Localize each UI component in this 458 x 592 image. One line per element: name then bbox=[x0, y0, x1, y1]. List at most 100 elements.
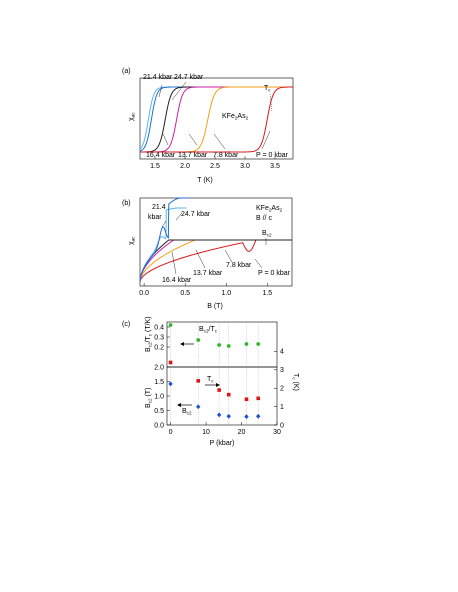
panel-b-curves bbox=[139, 197, 292, 283]
label-a-24-7-kbar: 24.7 kbar bbox=[174, 74, 204, 81]
arrow-left-ratio bbox=[180, 342, 194, 346]
marker-ratio bbox=[226, 344, 231, 348]
panel-a-xtick-label: 2.5 bbox=[210, 163, 220, 170]
chi-curve-a-21-4-kbar bbox=[139, 86, 293, 150]
label-b-kbar: kbar bbox=[148, 214, 162, 221]
panel-c-xtick-label: 20 bbox=[238, 429, 246, 436]
panel-c-tc-ytick-label: 4 bbox=[280, 349, 284, 356]
marker-ratio bbox=[196, 338, 201, 342]
panel-b: (b) χac 0.0 0.5 1.0 1.5 B (T) 21.4 kbar 24.… bbox=[122, 197, 293, 310]
panel-b-xtick-label: 1.0 bbox=[221, 290, 231, 297]
chi-curve-a-16-4-kbar bbox=[139, 86, 293, 153]
label-b-16-4-kbar: 16.4 kbar bbox=[162, 277, 192, 284]
label-b-24-7-kbar: 24.7 kbar bbox=[181, 211, 211, 218]
chi-curve-a-7-8-kbar bbox=[140, 86, 293, 153]
chi-curve-b-16-4-kbar bbox=[139, 239, 292, 283]
marker-tc bbox=[244, 397, 249, 402]
label-b-13-7-kbar: 13.7 kbar bbox=[193, 270, 223, 277]
label-a-tc: Tc bbox=[264, 85, 271, 93]
chi-curve-a-13-7-kbar bbox=[140, 86, 293, 153]
panel-c-ratio-ytick-label: 0.3 bbox=[154, 334, 164, 341]
panel-c-tc-ytick-label: 2 bbox=[280, 386, 284, 393]
panel-a-ylabel: χac bbox=[128, 112, 136, 121]
panel-c-xtick-label: 10 bbox=[202, 429, 210, 436]
panel-c-bc2-ytick-label: 1.5 bbox=[154, 379, 164, 386]
label-b-21-4: 21.4 bbox=[152, 204, 166, 211]
panel-c-bc2-ylabel: Bc2 (T) bbox=[145, 388, 153, 408]
panel-c-xtick-label: 30 bbox=[273, 429, 281, 436]
marker-ratio bbox=[217, 343, 222, 347]
panel-c-bc2-ytick-label: 2.0 bbox=[154, 364, 164, 371]
label-a-13-7-kbar: 13.7 kbar bbox=[178, 152, 208, 159]
panel-c-bottom-frame bbox=[166, 366, 278, 426]
marker-bc2 bbox=[255, 413, 261, 419]
panel-a-xtick-label: 3.5 bbox=[270, 163, 280, 170]
panel-a-leader-lines bbox=[158, 81, 271, 150]
label-b-field-dir: B // c bbox=[256, 215, 272, 222]
panel-a-xtick-label: 2.0 bbox=[180, 163, 190, 170]
label-b-7-8-kbar: 7.8 kbar bbox=[226, 262, 252, 269]
marker-tc bbox=[256, 396, 260, 401]
panel-a-xticks: 1.5 2.0 2.5 3.0 3.5 bbox=[150, 156, 280, 170]
label-a-material: KFe2As2 bbox=[222, 113, 249, 121]
panel-b-xtick-label: 1.5 bbox=[262, 290, 272, 297]
panel-c-tc-ytick-label: 0 bbox=[280, 422, 284, 429]
marker-bc2 bbox=[226, 413, 231, 419]
panel-a-tag: (a) bbox=[122, 68, 131, 75]
panel-c-bc2-ytick-label: 0.0 bbox=[154, 422, 164, 429]
label-a-16-4-kbar: 16.4 kbar bbox=[146, 152, 176, 159]
label-b-bc2: Bc2 bbox=[262, 230, 272, 238]
panel-a: (a) χac 1.5 2.0 2.5 3.0 3.5 T (K) 21.4 kbar … bbox=[122, 68, 294, 184]
marker-bc2 bbox=[216, 412, 222, 418]
label-a-7-8-kbar: 7.8 kbar bbox=[213, 152, 239, 159]
panel-b-tag: (b) bbox=[122, 200, 131, 207]
marker-tc bbox=[226, 392, 231, 397]
arrow-left-bc2 bbox=[177, 403, 192, 407]
panel-c-tc-ylabel: Tc (K) bbox=[292, 373, 300, 391]
panel-c-tc-ytick-label: 1 bbox=[280, 404, 284, 411]
chi-curve-a-p-0-kbar bbox=[140, 86, 293, 153]
panel-c-ticks: 0 10 20 30 0.2 0.3 0.4 0.0 0.5 1.0 1.5 2.0 0 1 2 3 4 bbox=[154, 324, 284, 436]
panel-a-xtick-label: 1.5 bbox=[150, 163, 160, 170]
marker-ratio bbox=[256, 342, 261, 346]
panel-c-bc2-ytick-label: 1.0 bbox=[154, 393, 164, 400]
marker-tc bbox=[217, 388, 221, 392]
marker-tc bbox=[196, 379, 201, 383]
marker-bc2 bbox=[244, 414, 249, 419]
panel-b-xticks: 0.0 0.5 1.0 1.5 bbox=[139, 283, 272, 297]
panel-b-xtick-label: 0.0 bbox=[139, 290, 149, 297]
panel-c-ratio-ytick-label: 0.2 bbox=[154, 344, 164, 351]
panel-a-xlabel: T (K) bbox=[197, 177, 212, 184]
panel-a-xtick-label: 3.0 bbox=[240, 163, 250, 170]
label-c-tc: Tc bbox=[207, 376, 214, 384]
label-b-p0-kbar: P = 0 kbar bbox=[258, 270, 291, 277]
panel-c-xlabel: P (kbar) bbox=[210, 440, 235, 447]
label-c-bc2: Bc2 bbox=[182, 408, 192, 416]
chi-curve-b-24-7-kbar bbox=[139, 197, 189, 283]
marker-bc2 bbox=[168, 381, 173, 387]
panel-c-tag: (c) bbox=[122, 321, 130, 328]
panel-c-ratio-ylabel: Bc2/Tc (T/K) bbox=[145, 316, 153, 352]
marker-tc bbox=[168, 360, 173, 365]
panel-c-bc2-ytick-label: 0.5 bbox=[154, 408, 164, 415]
panel-b-ylabel: χac bbox=[128, 236, 136, 245]
marker-bc2 bbox=[196, 404, 201, 410]
panel-b-leader-lines bbox=[161, 212, 267, 275]
panel-a-curves bbox=[139, 86, 293, 153]
panel-c-markers bbox=[168, 323, 261, 419]
marker-ratio bbox=[168, 323, 173, 327]
panel-b-xtick-label: 0.5 bbox=[180, 290, 190, 297]
label-a-21-4-kbar: 21.4 kbar bbox=[143, 74, 173, 81]
label-c-ratio: Bc2/Tc bbox=[199, 326, 218, 334]
panel-c-xtick-label: 0 bbox=[169, 429, 173, 436]
panel-a-frame bbox=[139, 77, 294, 160]
marker-ratio bbox=[244, 342, 249, 346]
chi-curve-b-21-4-kbar bbox=[139, 207, 187, 283]
label-a-p0-kbar: P = 0 kbar bbox=[256, 152, 289, 159]
panel-c-tc-ytick-label: 3 bbox=[280, 367, 284, 374]
panel-b-xlabel: B (T) bbox=[207, 303, 223, 310]
panel-b-frame bbox=[139, 197, 293, 287]
label-b-material: KFe2As2 bbox=[256, 205, 283, 213]
panel-c-ratio-ytick-label: 0.4 bbox=[154, 324, 164, 331]
